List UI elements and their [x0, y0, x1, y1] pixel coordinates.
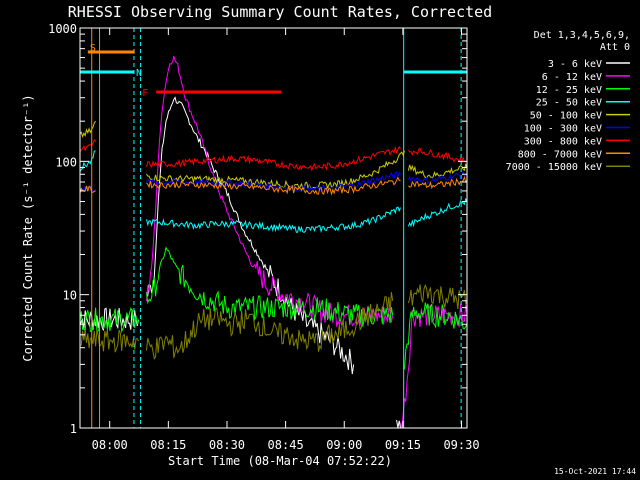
x-axis: 08:00 08:15 08:30 08:45 09:00 09:15 09:30 [92, 28, 480, 452]
series-line-7-segment-0 [80, 185, 96, 196]
series-line-4-segment-2 [407, 162, 467, 179]
x-tick-label-5: 09:15 [385, 438, 421, 452]
series-line-6-segment-1 [146, 145, 401, 172]
series-line-6-segment-0 [80, 138, 97, 153]
x-tick-label-1: 08:15 [150, 438, 186, 452]
y-axis: 1 10 100 1000 [48, 22, 467, 436]
legend: Det 1,3,4,5,6,9,Att 0 3 - 6 keV 6 - 12 keV… [506, 30, 630, 173]
legend-label-8: 7000 - 15000 keV [506, 162, 602, 173]
series-6-12-kev [146, 55, 467, 428]
chart-title: RHESSI Observing Summary Count Rates, Co… [68, 3, 492, 21]
series-line-1-segment-0 [146, 55, 394, 327]
x-tick-label-0: 08:00 [92, 438, 128, 452]
series-line-3-segment-0 [80, 150, 96, 173]
legend-label-3: 25 - 50 keV [536, 98, 602, 109]
x-tick-label-6: 09:30 [443, 438, 479, 452]
series-line-7-segment-1 [146, 176, 401, 196]
plot-area [80, 28, 467, 428]
legend-label-4: 50 - 100 keV [530, 111, 602, 122]
x-tick-label-2: 08:30 [209, 438, 245, 452]
series-line-2-segment-2 [404, 302, 467, 370]
legend-label-5: 100 - 300 keV [524, 124, 602, 135]
series-300-800-kev [80, 138, 467, 172]
flag-label-s: S [90, 43, 96, 54]
x-tick-label-4: 09:00 [326, 438, 362, 452]
series-line-6-segment-2 [408, 147, 467, 165]
series-line-3-segment-2 [407, 197, 467, 228]
legend-label-6: 300 - 800 keV [524, 136, 602, 147]
series-line-0-segment-1 [146, 96, 355, 375]
y-tick-label-0: 1 [70, 422, 77, 436]
series-line-4-segment-0 [80, 120, 97, 139]
series-line-8-segment-1 [146, 292, 394, 360]
flag-label-f: F [142, 88, 148, 99]
series-line-8-segment-2 [407, 283, 467, 310]
legend-label-2: 12 - 25 keV [536, 85, 602, 96]
series-line-3-segment-1 [146, 206, 401, 234]
legend-label-0: 3 - 6 keV [548, 59, 602, 70]
series-line-2-segment-1 [146, 246, 394, 327]
series-25-50-kev [80, 150, 467, 234]
x-tick-label-3: 08:45 [268, 438, 304, 452]
legend-label-1: 6 - 12 keV [542, 72, 602, 83]
plot-frame [79, 27, 468, 429]
y-axis-label: Corrected Count Rate (s⁻¹ detector⁻¹) [21, 94, 35, 361]
footer-timestamp: 15-Oct-2021 17:44 [554, 467, 636, 476]
legend-header-0: Det 1,3,4,5,6,9, [534, 30, 630, 41]
y-tick-label-2: 100 [55, 155, 77, 169]
flag-label-n: N [136, 68, 142, 79]
series-line-7-segment-2 [408, 175, 467, 190]
y-tick-label-1: 10 [63, 289, 77, 303]
series-line-5-segment-2 [407, 169, 467, 185]
series-7000-15000-kev [80, 283, 467, 360]
legend-label-7: 800 - 7000 keV [518, 149, 602, 160]
series-line-1-segment-1 [400, 303, 467, 428]
series-800-7000-kev [80, 175, 467, 196]
series-line-8-segment-0 [80, 328, 140, 353]
legend-header-1: Att 0 [600, 42, 630, 53]
x-axis-label: Start Time (08-Mar-04 07:52:22) [168, 454, 392, 468]
series-line-0-segment-2 [396, 420, 401, 428]
y-tick-label-3: 1000 [48, 22, 77, 36]
